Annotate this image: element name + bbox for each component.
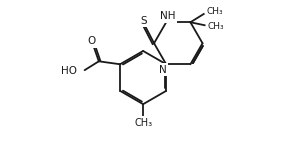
Text: NH: NH — [160, 11, 175, 21]
Text: N: N — [159, 65, 167, 75]
Text: HO: HO — [61, 66, 77, 76]
Text: CH₃: CH₃ — [207, 7, 223, 16]
Text: S: S — [140, 16, 147, 26]
Text: O: O — [88, 36, 96, 46]
Text: CH₃: CH₃ — [134, 117, 152, 127]
Text: CH₃: CH₃ — [208, 22, 224, 31]
